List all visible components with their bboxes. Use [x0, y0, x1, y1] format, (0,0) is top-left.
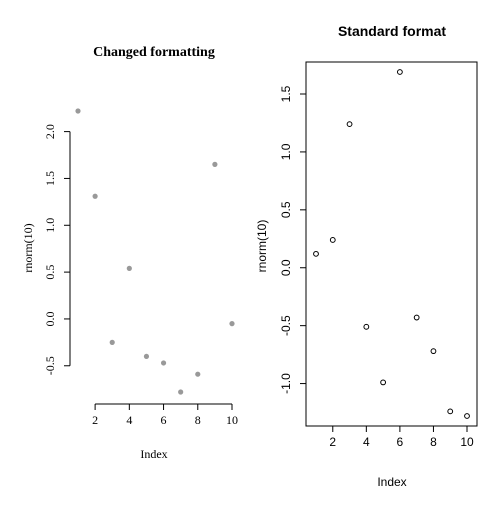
x-tick-label: 10	[226, 413, 238, 427]
panel-changed-formatting: Changed formatting Index rnorm(10) 2 4 6 8 1…	[21, 45, 238, 461]
y-tick-label: -1.0	[279, 373, 293, 394]
y-tick-label: 0.0	[279, 259, 293, 276]
y-tick-label: 0.5	[43, 265, 57, 280]
x-tick-label: 10	[460, 435, 474, 449]
x-tick-label: 4	[126, 413, 132, 427]
data-point	[313, 250, 319, 257]
x-tick-label: 6	[397, 435, 404, 449]
data-point	[143, 353, 150, 360]
data-point	[92, 193, 98, 199]
y-tick-label: 1.5	[279, 85, 293, 102]
data-point	[430, 348, 437, 355]
points	[313, 69, 470, 419]
x-tick-label: 4	[363, 435, 370, 449]
axes: 2 4 6 8 10 -1.0 -0.5 0.0 0.5 1.0 1.5	[279, 85, 474, 449]
y-tick-label: -0.5	[279, 315, 293, 336]
y-tick-label: 1.5	[43, 171, 57, 186]
y-axis-label: rnorm(10)	[255, 220, 269, 273]
plot-box	[305, 61, 478, 427]
data-point	[363, 323, 370, 330]
y-tick-label: -0.5	[43, 356, 57, 375]
y-tick-label: 0.0	[43, 311, 57, 326]
chart-title: Standard format	[338, 23, 446, 39]
x-axis-label: Index	[140, 447, 167, 461]
data-point	[380, 379, 387, 386]
x-tick-label: 2	[92, 413, 98, 427]
axes: 2 4 6 8 10 -0.5 0.0 0.5 1.0 1.5 2.0	[43, 124, 238, 427]
data-point	[109, 339, 115, 345]
data-point	[160, 360, 167, 366]
data-point	[212, 161, 218, 167]
data-point	[413, 314, 420, 321]
x-tick-label: 6	[161, 413, 167, 427]
y-tick-label: 0.5	[279, 201, 293, 218]
data-point	[329, 237, 336, 243]
data-point	[75, 108, 81, 114]
data-point	[346, 121, 353, 128]
chart-title: Changed formatting	[93, 45, 215, 60]
data-point	[447, 408, 454, 415]
y-tick-label: 1.0	[279, 143, 293, 160]
data-point	[195, 371, 201, 377]
points	[75, 108, 235, 395]
data-point	[464, 413, 470, 419]
data-point	[178, 389, 184, 395]
x-tick-label: 2	[329, 435, 336, 449]
x-tick-label: 8	[430, 435, 437, 449]
y-axis-label: rnorm(10)	[21, 223, 35, 272]
x-axis-label: Index	[377, 475, 406, 489]
data-point	[229, 321, 235, 327]
panel-standard-format: Standard format Index rnorm(10) 2 4 6 8 10 -1…	[255, 23, 478, 489]
data-point	[396, 69, 403, 75]
x-tick-label: 8	[195, 413, 201, 427]
y-tick-label: 2.0	[43, 124, 57, 139]
data-point	[126, 265, 132, 271]
y-tick-label: 1.0	[43, 218, 57, 233]
